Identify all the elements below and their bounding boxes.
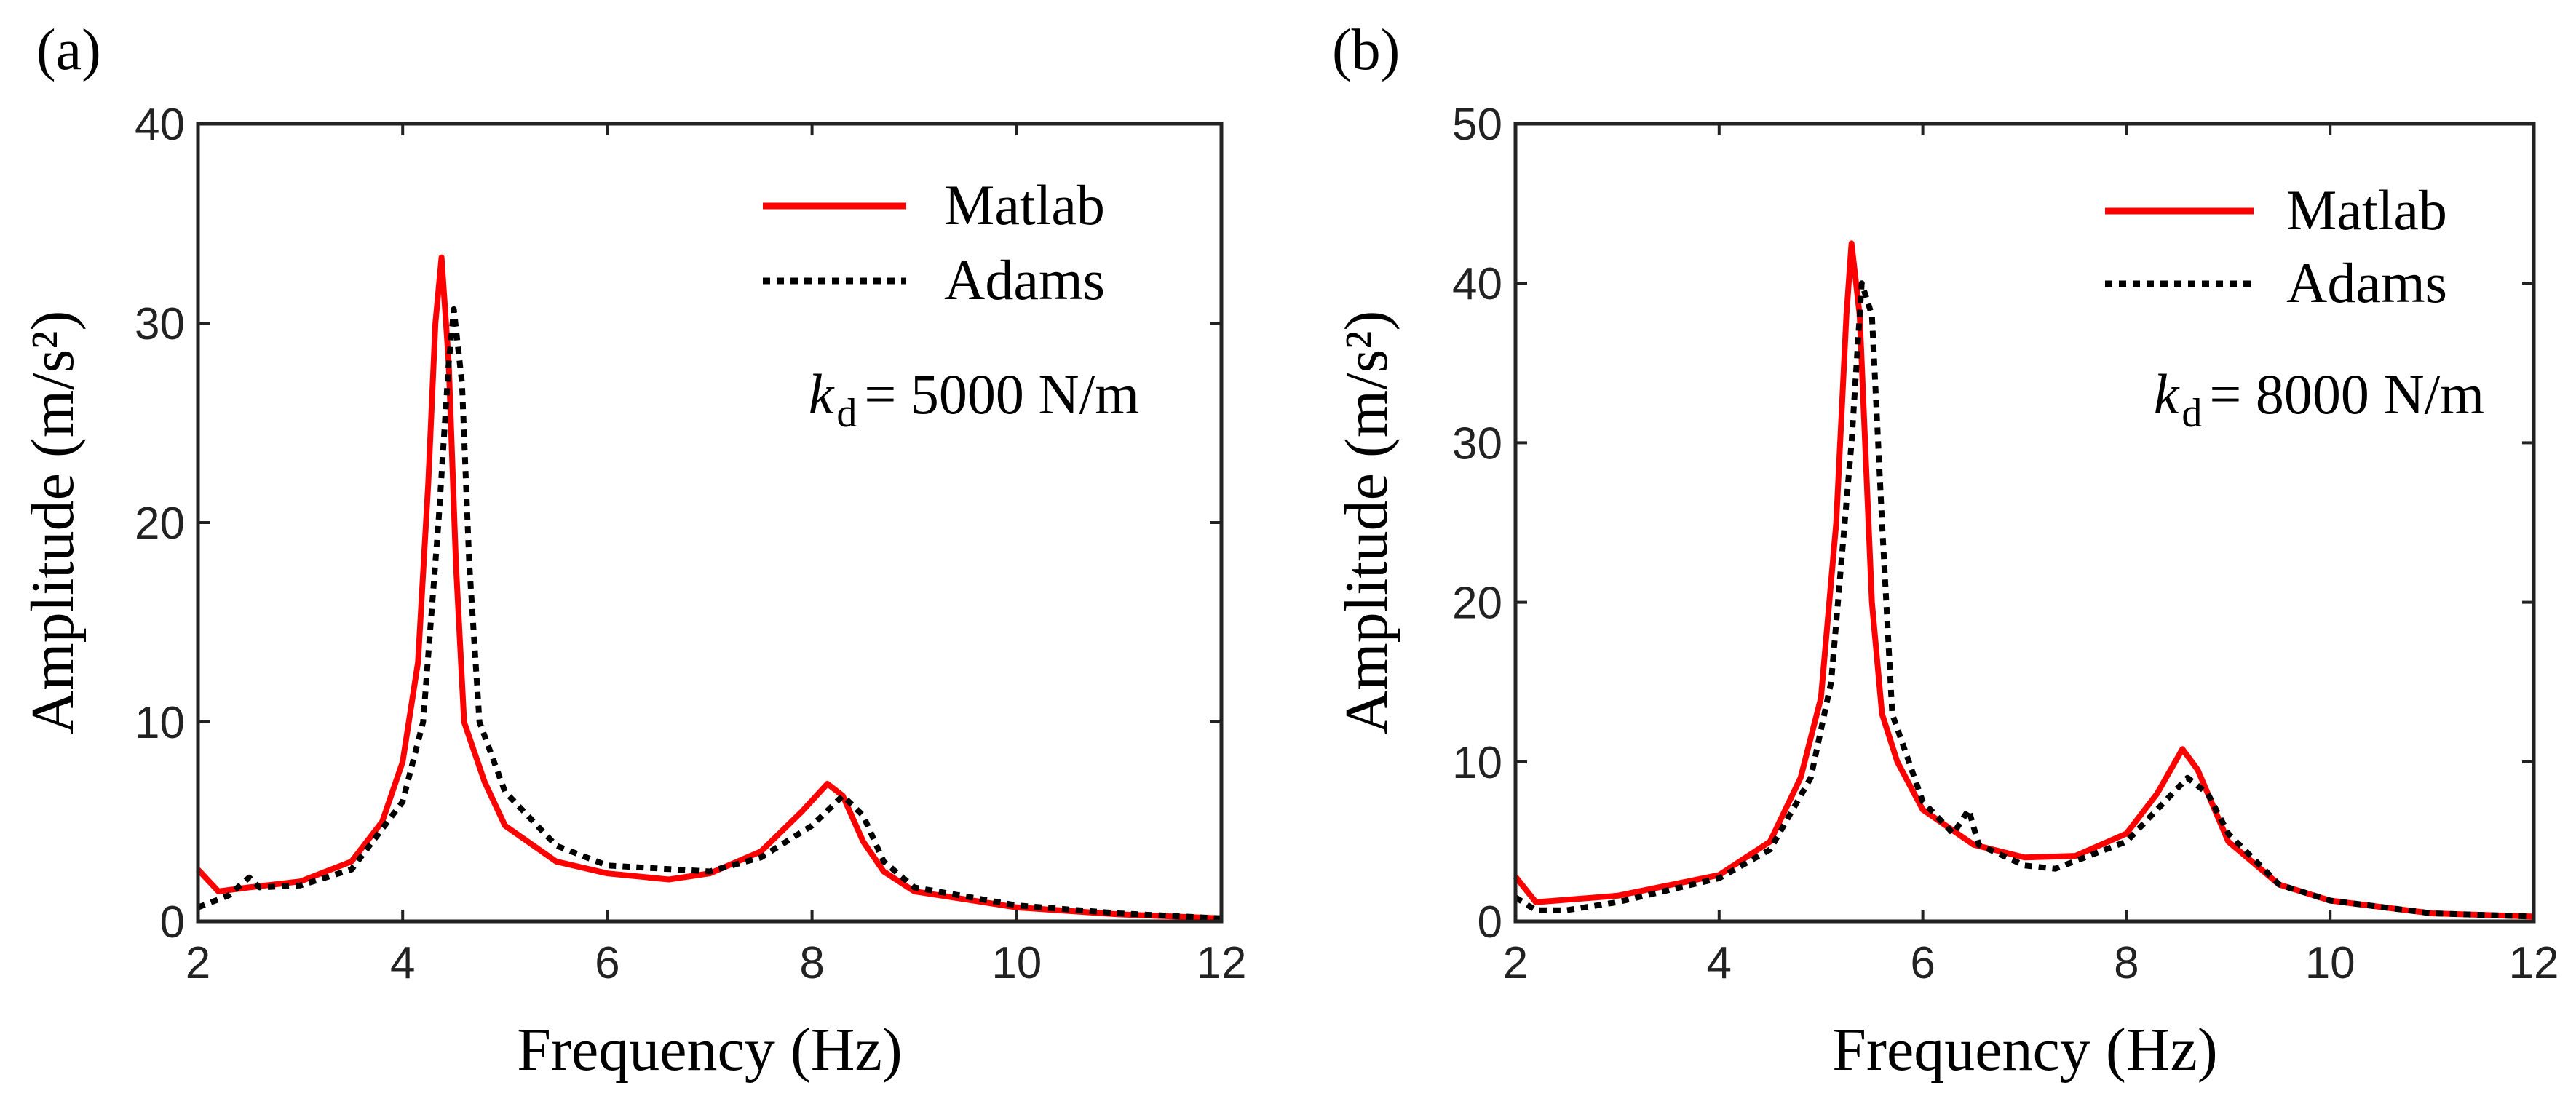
y-tick-label: 30 <box>1452 418 1502 469</box>
y-tick-label: 20 <box>1452 579 1502 629</box>
y-axis-label: Amplitude (m/s²) <box>1333 311 1400 735</box>
annotation-value: = 8000 N/m <box>2209 362 2484 426</box>
series-line-matlab <box>1513 240 2535 920</box>
annotation-value: = 5000 N/m <box>864 362 1139 426</box>
axes-frame <box>1513 122 2536 924</box>
panel-a: 2 4 6 8 10 12 0 10 20 30 40 (a) Frequency (Hz) Amp… <box>19 18 1246 1084</box>
axes-frame <box>196 122 1224 924</box>
stiffness-annotation: kd = 5000 N/m <box>809 362 1139 436</box>
x-tick-label: 2 <box>186 938 210 988</box>
legend-label-adams: Adams <box>944 248 1105 311</box>
annotation-subscript: d <box>836 391 857 436</box>
x-tick-label: 12 <box>2509 938 2559 988</box>
panel-b: 2 4 6 8 10 12 0 10 20 30 40 50 (b) Frequency (Hz) A… <box>1332 18 2559 1084</box>
x-tick-label: 10 <box>2305 938 2355 988</box>
x-tick-label: 6 <box>1910 938 1935 988</box>
y-tick-label: 0 <box>160 897 185 948</box>
x-tick-label: 8 <box>2114 938 2139 988</box>
legend: Matlab Adams <box>763 173 1105 311</box>
x-tick-label: 10 <box>991 938 1042 988</box>
y-tick-label: 50 <box>1452 100 1502 150</box>
x-tick-label: 4 <box>1707 938 1732 988</box>
legend-label-matlab: Matlab <box>2286 178 2447 242</box>
x-tick-label: 8 <box>799 938 824 988</box>
series-line-adams <box>1513 280 2535 920</box>
series-line-matlab <box>196 254 1222 921</box>
annotation-symbol: k <box>809 362 835 426</box>
x-axis-label: Frequency (Hz) <box>517 1016 902 1084</box>
y-tick-label: 40 <box>1452 259 1502 309</box>
y-tick-label: 0 <box>1478 897 1502 948</box>
stiffness-annotation: kd = 8000 N/m <box>2154 362 2484 436</box>
panel-label: (a) <box>36 18 101 82</box>
legend-label-matlab: Matlab <box>944 173 1105 237</box>
x-tick-label: 4 <box>390 938 415 988</box>
y-tick-label: 40 <box>135 100 185 150</box>
x-axis-label: Frequency (Hz) <box>1832 1016 2217 1084</box>
y-tick-label: 10 <box>1452 738 1502 788</box>
y-tick-label: 20 <box>135 499 185 549</box>
x-tick-label: 6 <box>595 938 619 988</box>
y-tick-label: 30 <box>135 299 185 349</box>
y-tick-label: 10 <box>135 698 185 748</box>
annotation-symbol: k <box>2154 362 2180 426</box>
legend: Matlab Adams <box>2105 178 2447 314</box>
plot-area: 2 4 6 8 10 12 0 10 20 30 40 50 <box>1452 100 2559 988</box>
x-tick-label: 12 <box>1197 938 1247 988</box>
panel-label: (b) <box>1332 18 1400 82</box>
annotation-subscript: d <box>2181 391 2202 436</box>
plot-area: 2 4 6 8 10 12 0 10 20 30 40 <box>135 100 1246 988</box>
x-tick-label: 2 <box>1503 938 1528 988</box>
series-line-adams <box>197 306 1222 921</box>
y-axis-label: Amplitude (m/s²) <box>19 311 87 735</box>
legend-label-adams: Adams <box>2286 251 2447 314</box>
